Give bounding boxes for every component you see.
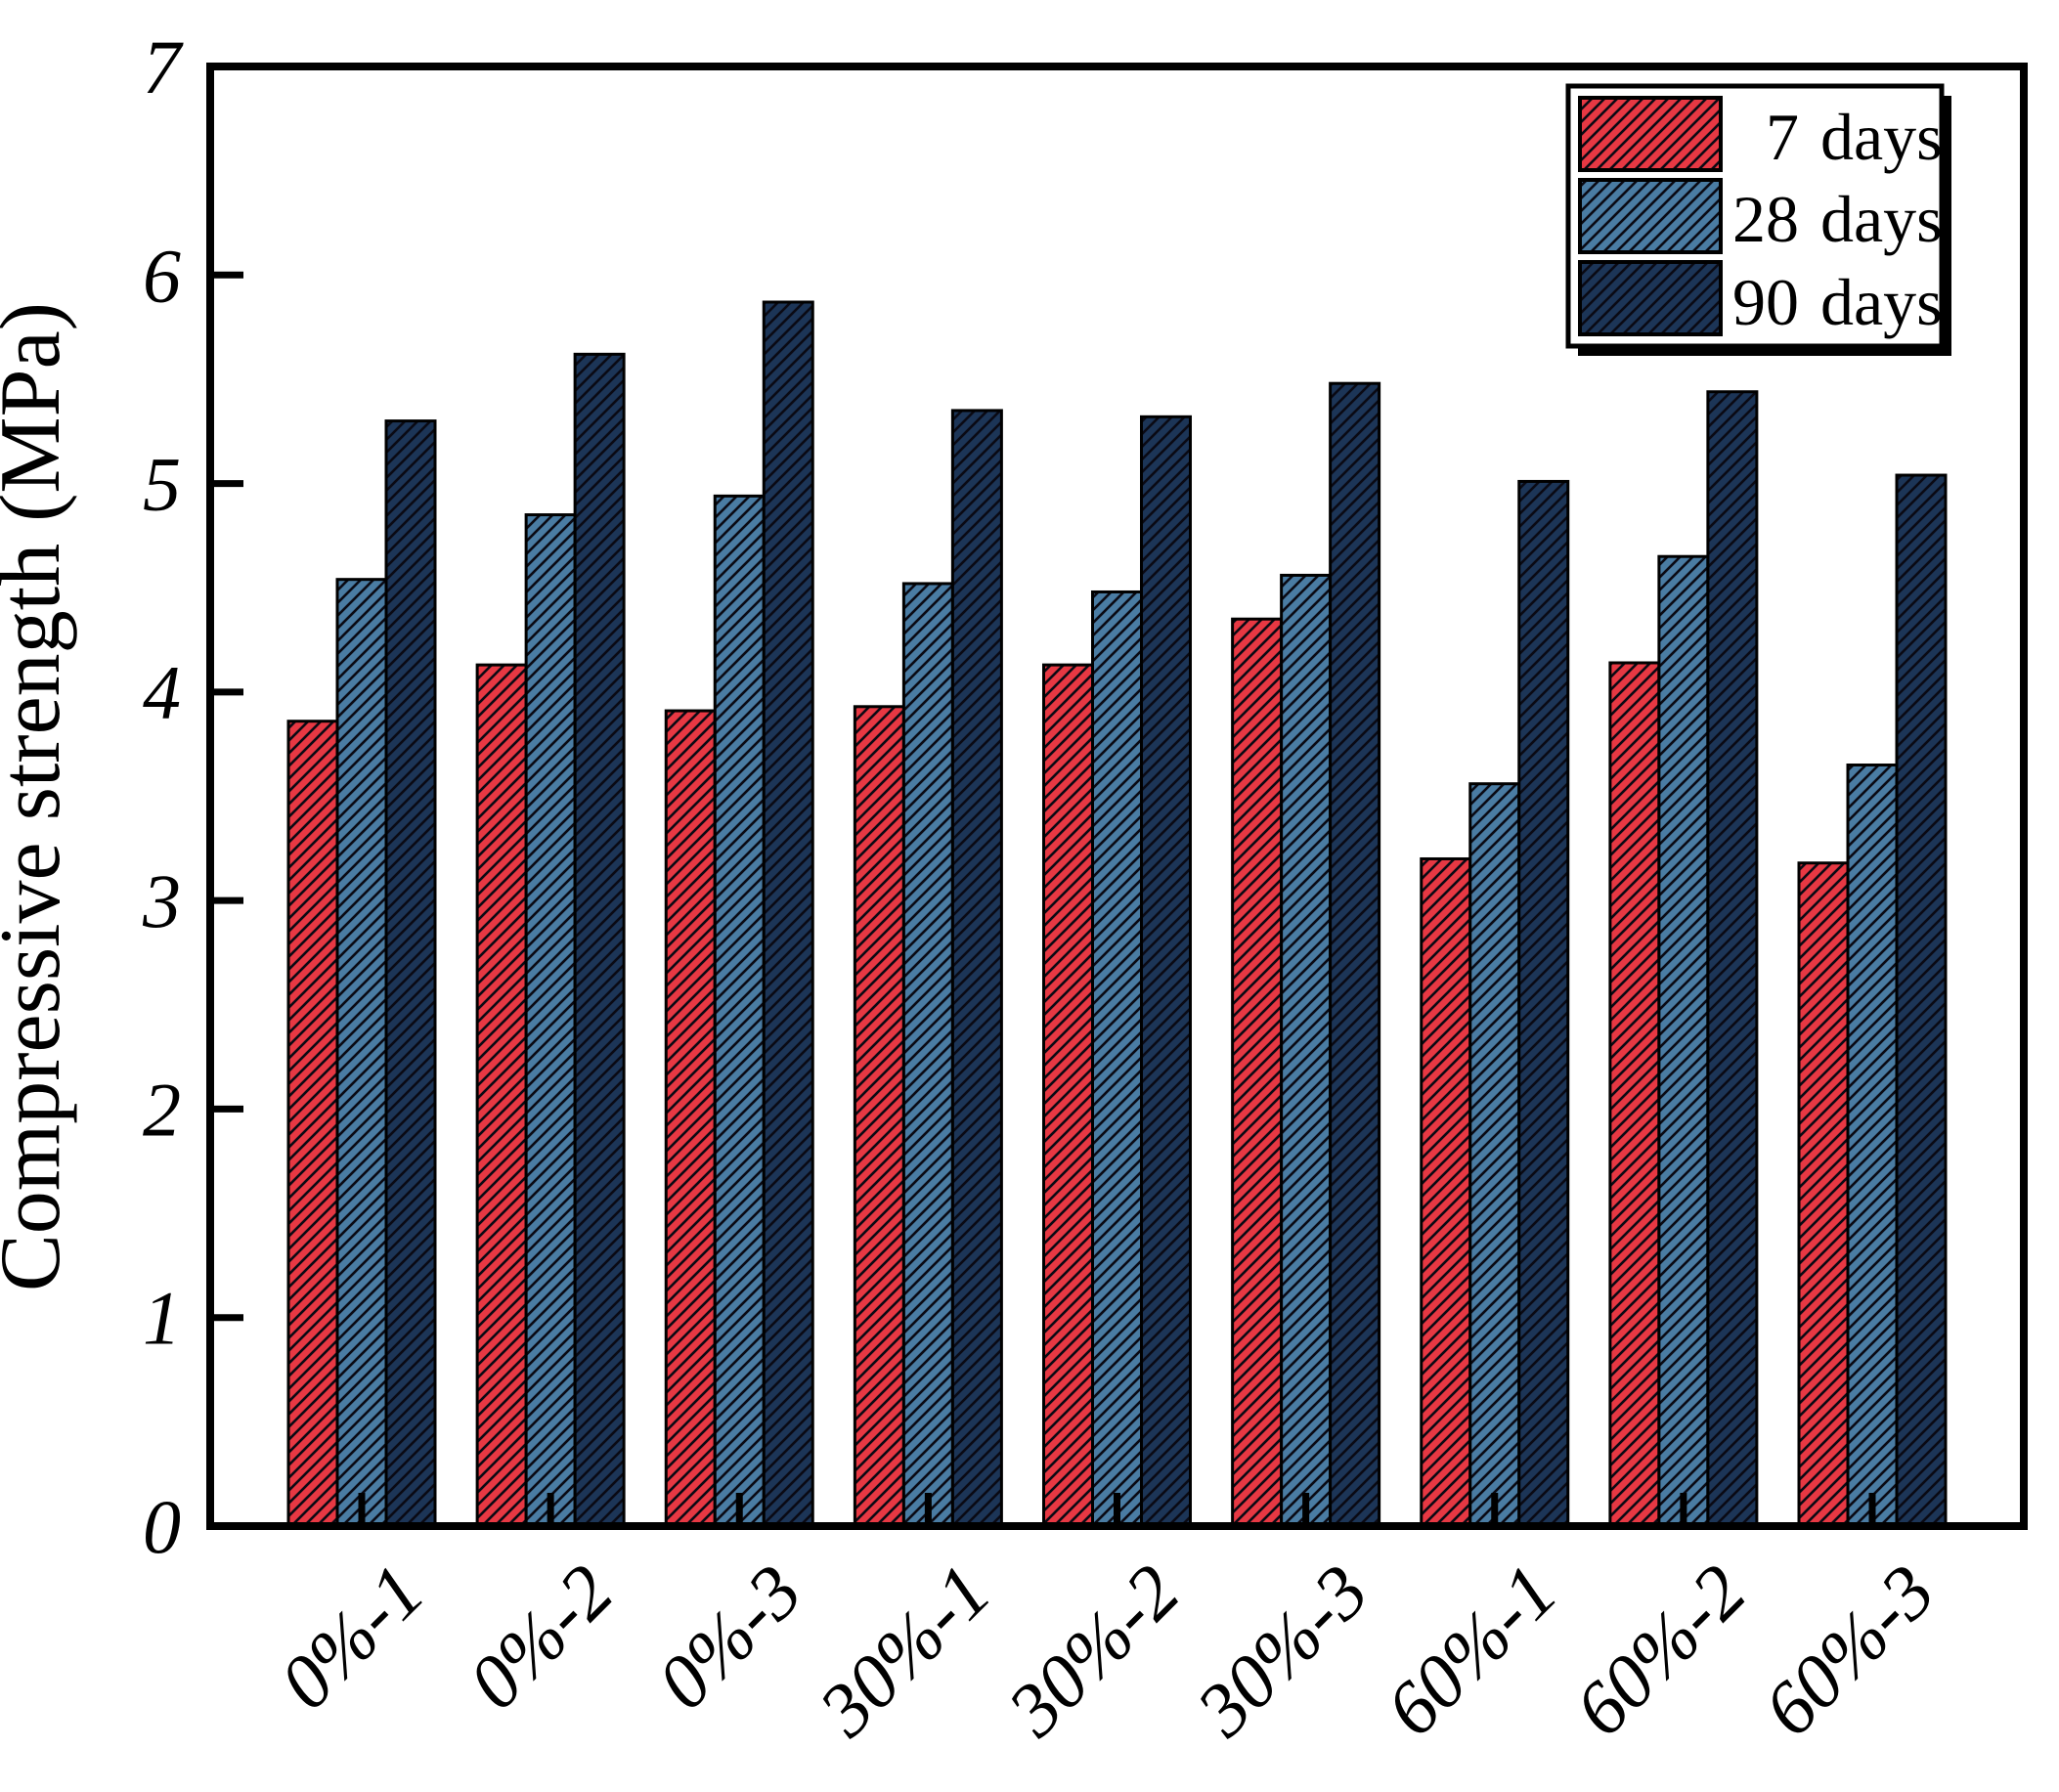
bar-90days-0%-1 bbox=[384, 419, 437, 1528]
bar-28days-30%-3 bbox=[1280, 573, 1333, 1528]
legend-swatch-90days bbox=[1578, 260, 1723, 336]
bar-7days-30%-1 bbox=[853, 705, 905, 1528]
legend-label-num-90: 90 bbox=[1732, 265, 1799, 339]
x-tick-label-0%-3: 0%-3 bbox=[640, 1549, 817, 1726]
bar-90days-60%-2 bbox=[1706, 390, 1759, 1528]
y-tick-label-7: 7 bbox=[143, 24, 184, 109]
x-tick-label-0%-2: 0%-2 bbox=[452, 1549, 629, 1726]
bar-90days-60%-1 bbox=[1517, 479, 1570, 1528]
legend-label-word-90: days bbox=[1820, 265, 1943, 339]
legend-swatch-28days bbox=[1578, 178, 1723, 254]
legend-label-num-7: 7 bbox=[1766, 100, 1799, 174]
legend-label-word-7: days bbox=[1820, 100, 1943, 174]
y-tick-label-2: 2 bbox=[143, 1067, 181, 1152]
bar-7days-30%-2 bbox=[1042, 663, 1094, 1528]
legend-swatch-7days bbox=[1578, 96, 1723, 172]
y-tick-label-5: 5 bbox=[143, 442, 181, 527]
x-tick-label-30%-2: 30%-2 bbox=[990, 1549, 1195, 1753]
bar-7days-0%-1 bbox=[286, 720, 339, 1528]
plot-border bbox=[206, 63, 2028, 1530]
y-tick-label-1: 1 bbox=[143, 1276, 181, 1361]
bar-28days-0%-3 bbox=[713, 494, 766, 1528]
bar-7days-60%-3 bbox=[1797, 861, 1850, 1528]
x-tick-label-30%-1: 30%-1 bbox=[802, 1549, 1006, 1753]
y-tick-label-3: 3 bbox=[142, 858, 181, 943]
x-tick-label-60%-3: 60%-3 bbox=[1746, 1549, 1950, 1753]
bar-90days-30%-1 bbox=[950, 409, 1003, 1528]
axes-frame bbox=[206, 63, 2028, 1530]
bar-7days-60%-1 bbox=[1420, 856, 1472, 1528]
bar-28days-30%-2 bbox=[1091, 590, 1143, 1528]
bar-90days-60%-3 bbox=[1895, 473, 1948, 1528]
bar-90days-0%-2 bbox=[573, 352, 626, 1528]
bar-7days-60%-2 bbox=[1608, 661, 1661, 1528]
y-tick-label-0: 0 bbox=[143, 1484, 181, 1569]
legend: 7 days 28 days 90 days bbox=[1565, 83, 1951, 356]
x-axis-tick-labels: 0%-1 0%-2 0%-330%-130%-230%-360%-160%-260%… bbox=[263, 1549, 1950, 1753]
x-tick-label-60%-2: 60%-2 bbox=[1557, 1549, 1762, 1753]
x-tick-label-30%-3: 30%-3 bbox=[1179, 1549, 1383, 1753]
bar-90days-30%-2 bbox=[1140, 415, 1192, 1528]
y-axis-tick-labels: 0 1 2 3 4 5 6 7 bbox=[142, 24, 184, 1569]
y-axis-ticks bbox=[214, 271, 243, 1322]
bar-7days-0%-3 bbox=[664, 709, 717, 1528]
bar-90days-0%-3 bbox=[762, 300, 814, 1528]
y-tick-label-6: 6 bbox=[143, 233, 181, 318]
plot-bars bbox=[286, 300, 1948, 1528]
y-axis-title: Compressive strength (MPa) bbox=[0, 302, 78, 1291]
x-tick-label-60%-1: 60%-1 bbox=[1369, 1549, 1573, 1753]
bar-28days-60%-1 bbox=[1468, 782, 1521, 1528]
bar-28days-0%-2 bbox=[524, 513, 577, 1528]
legend-label-word-28: days bbox=[1820, 182, 1943, 256]
bar-28days-60%-3 bbox=[1846, 764, 1899, 1528]
y-tick-label-4: 4 bbox=[143, 650, 181, 735]
bar-90days-30%-3 bbox=[1329, 381, 1381, 1528]
x-tick-label-0%-1: 0%-1 bbox=[263, 1549, 440, 1726]
bar-28days-30%-1 bbox=[901, 582, 954, 1528]
bar-28days-0%-1 bbox=[335, 578, 388, 1528]
legend-label-num-28: 28 bbox=[1732, 182, 1799, 256]
bar-7days-30%-3 bbox=[1231, 617, 1284, 1528]
bar-28days-60%-2 bbox=[1657, 554, 1710, 1528]
bar-7days-0%-2 bbox=[475, 663, 528, 1528]
x-axis-ticks bbox=[358, 1493, 1876, 1522]
